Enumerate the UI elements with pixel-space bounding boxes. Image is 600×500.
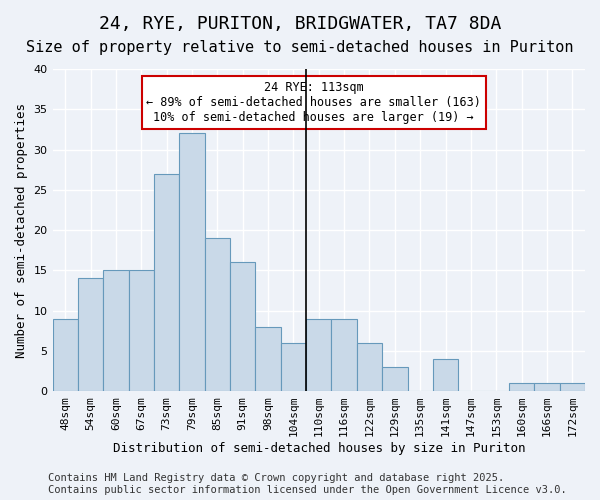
- Bar: [179, 134, 205, 391]
- Bar: [509, 383, 534, 391]
- Text: Size of property relative to semi-detached houses in Puriton: Size of property relative to semi-detach…: [26, 40, 574, 55]
- Bar: [382, 367, 407, 391]
- Text: 24 RYE: 113sqm
← 89% of semi-detached houses are smaller (163)
10% of semi-detac: 24 RYE: 113sqm ← 89% of semi-detached ho…: [146, 81, 481, 124]
- Bar: [560, 383, 585, 391]
- Text: 24, RYE, PURITON, BRIDGWATER, TA7 8DA: 24, RYE, PURITON, BRIDGWATER, TA7 8DA: [99, 15, 501, 33]
- Bar: [53, 318, 78, 391]
- Bar: [306, 318, 331, 391]
- Bar: [205, 238, 230, 391]
- Bar: [281, 343, 306, 391]
- Text: Contains HM Land Registry data © Crown copyright and database right 2025.
Contai: Contains HM Land Registry data © Crown c…: [48, 474, 567, 495]
- Bar: [331, 318, 357, 391]
- Bar: [357, 343, 382, 391]
- Bar: [256, 326, 281, 391]
- Bar: [230, 262, 256, 391]
- Bar: [103, 270, 128, 391]
- Bar: [154, 174, 179, 391]
- Y-axis label: Number of semi-detached properties: Number of semi-detached properties: [15, 102, 28, 358]
- Bar: [78, 278, 103, 391]
- Bar: [534, 383, 560, 391]
- Bar: [128, 270, 154, 391]
- Bar: [433, 359, 458, 391]
- X-axis label: Distribution of semi-detached houses by size in Puriton: Distribution of semi-detached houses by …: [113, 442, 525, 455]
